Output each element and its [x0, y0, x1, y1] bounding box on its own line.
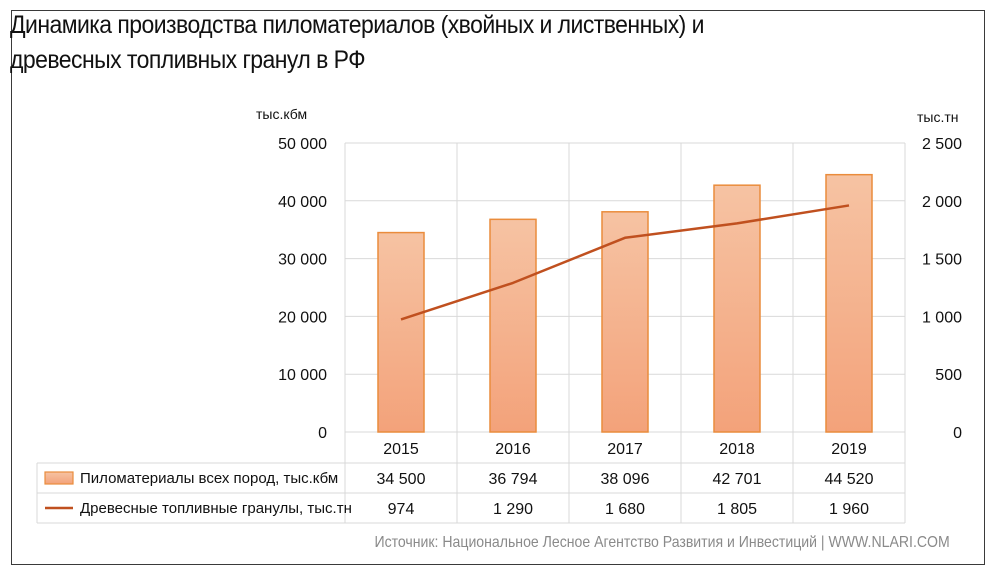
bar-2017 — [601, 211, 649, 433]
legend-label-bars: Пиломатериалы всех пород, тыс.кбм — [80, 470, 338, 487]
x-tick-2018: 2018 — [719, 441, 755, 458]
y-left-tick: 40 000 — [278, 194, 327, 211]
chart-title: Динамика производства пиломатериалов (хв… — [10, 8, 838, 78]
table-cell-bars-2016: 36 794 — [489, 471, 538, 488]
y-left-tick: 30 000 — [278, 252, 327, 269]
legend-label-line: Древесные топливные гранулы, тыс.тн — [80, 500, 352, 517]
bar-2016 — [489, 218, 537, 433]
table-cell-bars-2015: 34 500 — [377, 471, 426, 488]
table-cell-line-2018: 1 805 — [717, 501, 757, 518]
y-right-tick: 1 500 — [922, 252, 962, 269]
table-cell-line-2017: 1 680 — [605, 501, 645, 518]
y-right-tick: 2 500 — [922, 136, 962, 153]
chart-title-line-1: Динамика производства пиломатериалов (хв… — [10, 11, 704, 39]
x-tick-2017: 2017 — [607, 441, 643, 458]
table-cell-line-2016: 1 290 — [493, 501, 533, 518]
line-series — [400, 204, 850, 321]
y-right-unit: тыс.тн — [917, 109, 959, 125]
y-right-tick: 500 — [935, 367, 962, 384]
bar-2015 — [377, 231, 425, 433]
y-right-tick: 2 000 — [922, 194, 962, 211]
y-right-tick: 0 — [953, 425, 962, 442]
y-left-tick: 0 — [318, 425, 327, 442]
x-tick-2016: 2016 — [495, 441, 531, 458]
table-cell-line-2015: 974 — [388, 501, 415, 518]
table-cell-line-2019: 1 960 — [829, 501, 869, 518]
y-left-tick: 10 000 — [278, 367, 327, 384]
y-left-unit: тыс.кбм — [256, 106, 307, 122]
x-tick-2015: 2015 — [383, 441, 419, 458]
x-tick-2019: 2019 — [831, 441, 867, 458]
grid-lines — [36, 142, 906, 524]
data-table: Пиломатериалы всех пород, тыс.кбм Древесн… — [44, 470, 874, 518]
legend-key-bars — [44, 471, 74, 485]
y-left-tick: 20 000 — [278, 309, 327, 326]
table-cell-bars-2017: 38 096 — [601, 471, 650, 488]
axes-labels: 0 10 000 20 000 30 000 40 000 50 000 0 500 1 000… — [256, 106, 962, 458]
source-note: Источник: Национальное Лесное Агентство … — [374, 534, 950, 551]
table-cell-bars-2019: 44 520 — [825, 471, 874, 488]
y-left-tick: 50 000 — [278, 136, 327, 153]
y-right-tick: 1 000 — [922, 309, 962, 326]
table-cell-bars-2018: 42 701 — [713, 471, 762, 488]
chart-title-line-2: древесных топливных гранул в РФ — [10, 46, 366, 74]
bar-series — [377, 173, 873, 433]
bar-2019 — [825, 173, 873, 433]
